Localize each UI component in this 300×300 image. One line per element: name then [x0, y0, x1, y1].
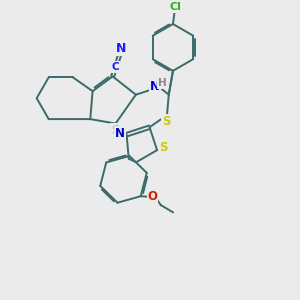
- Text: C: C: [111, 62, 119, 72]
- Text: N: N: [150, 80, 160, 93]
- Text: N: N: [116, 42, 126, 56]
- Text: S: S: [111, 124, 120, 137]
- Text: S: S: [159, 141, 168, 154]
- Text: O: O: [148, 190, 158, 203]
- Text: S: S: [162, 115, 171, 128]
- Text: Cl: Cl: [169, 2, 181, 12]
- Text: H: H: [158, 78, 167, 88]
- Text: N: N: [115, 127, 125, 140]
